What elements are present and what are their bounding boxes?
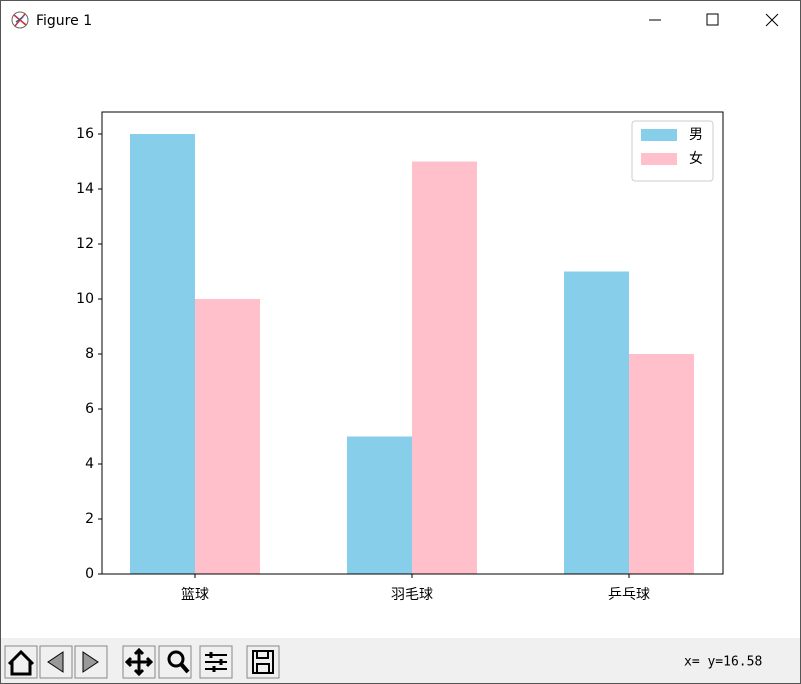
y-tick-label: 12 <box>76 236 94 252</box>
y-tick-label: 8 <box>85 346 94 362</box>
legend-label: 男 <box>689 127 703 143</box>
bar <box>629 354 694 574</box>
bar <box>564 271 629 574</box>
y-tick-label: 0 <box>85 566 94 582</box>
zoom-button[interactable] <box>158 645 192 679</box>
app-icon <box>11 11 29 29</box>
maximize-button[interactable] <box>706 13 719 26</box>
y-tick-label: 2 <box>85 511 94 527</box>
y-tick-label: 14 <box>76 181 94 197</box>
home-button[interactable] <box>4 645 38 679</box>
forward-button[interactable] <box>74 645 108 679</box>
window-title: Figure 1 <box>36 13 92 29</box>
bar <box>195 299 260 574</box>
x-tick-label: 乒乓球 <box>608 587 650 603</box>
chart: 篮球 羽毛球 乒乓球 0 2 4 6 8 10 12 14 16 男女 <box>76 111 724 603</box>
bar <box>412 161 477 574</box>
back-button[interactable] <box>39 645 73 679</box>
legend-label: 女 <box>689 150 703 167</box>
y-tick-label: 10 <box>76 291 94 307</box>
close-button[interactable] <box>765 13 779 27</box>
legend-swatch <box>641 129 677 141</box>
x-tick-label: 篮球 <box>181 587 209 603</box>
pan-button[interactable] <box>122 645 156 679</box>
y-tick-label: 4 <box>85 456 94 472</box>
legend-swatch <box>641 153 677 165</box>
x-tick-label: 羽毛球 <box>391 587 433 603</box>
plot-frame <box>101 111 724 575</box>
bar <box>130 134 195 574</box>
status-text: x= y=16.58 <box>684 655 762 670</box>
configure-button[interactable] <box>199 645 233 679</box>
y-tick-label: 6 <box>85 401 94 417</box>
toolbar <box>1 638 800 683</box>
save-button[interactable] <box>246 645 280 679</box>
bar <box>347 436 412 574</box>
y-tick-label: 16 <box>76 126 94 142</box>
